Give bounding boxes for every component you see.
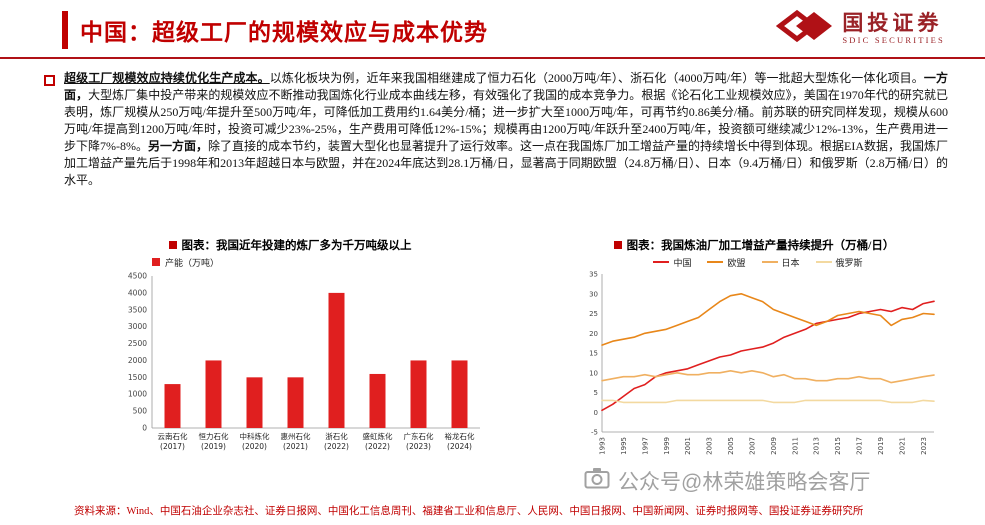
brand-name: 国投证券	[842, 10, 943, 35]
chart-title-marker-icon	[168, 241, 177, 249]
svg-text:4500: 4500	[128, 272, 147, 281]
svg-text:中科炼化: 中科炼化	[240, 431, 270, 441]
legend-item: 俄罗斯	[815, 256, 863, 269]
svg-text:2013: 2013	[813, 437, 821, 455]
legend-label: 中国	[673, 257, 692, 268]
svg-text:(2022): (2022)	[324, 442, 349, 451]
legend-label: 俄罗斯	[835, 257, 863, 268]
line-chart-title-row: 图表：我国炼油厂加工增益产量持续提升（万桶/日）	[558, 237, 950, 253]
svg-text:恒力石化: 恒力石化	[199, 431, 229, 441]
svg-text:广东石化: 广东石化	[404, 431, 434, 441]
legend-swatch	[707, 261, 724, 263]
legend-item: 日本	[761, 256, 800, 269]
line-chart-title: 图表：我国炼油厂加工增益产量持续提升（万桶/日）	[626, 240, 895, 252]
svg-text:2001: 2001	[684, 437, 692, 455]
svg-text:2003: 2003	[706, 437, 714, 455]
svg-text:1993: 1993	[599, 437, 607, 455]
page-title: 中国：超级工厂的规模效应与成本优势	[80, 20, 488, 45]
svg-text:20: 20	[589, 330, 598, 338]
bar-chart: 0 500 1000 1500 2000 2500 3000 3500 4000 4500 云南石化…	[128, 272, 480, 451]
bar-chart-title: 图表：我国近年投建的炼厂多为千万吨级以上	[181, 240, 412, 252]
title-accent-bar	[62, 11, 68, 49]
svg-text:(2021): (2021)	[283, 442, 308, 451]
bullet-square-icon	[44, 75, 55, 86]
svg-text:2500: 2500	[128, 339, 147, 348]
svg-text:(2019): (2019)	[201, 442, 226, 451]
svg-text:2011: 2011	[791, 437, 799, 455]
bar-chart-legend: 产能（万吨）	[152, 256, 488, 268]
header-divider	[0, 57, 985, 59]
svg-text:1997: 1997	[641, 437, 649, 455]
svg-text:0: 0	[142, 424, 147, 433]
svg-text:2023: 2023	[920, 437, 928, 455]
svg-text:(2020): (2020)	[242, 442, 267, 451]
svg-text:2021: 2021	[898, 437, 906, 455]
svg-text:15: 15	[589, 350, 598, 358]
svg-text:1500: 1500	[128, 373, 147, 382]
legend-item: 欧盟	[707, 256, 746, 269]
svg-text:3500: 3500	[128, 305, 147, 314]
svg-text:盛虹炼化: 盛虹炼化	[363, 431, 393, 441]
brand-logo-icon	[776, 7, 834, 50]
body-bold-1: 一方面，	[64, 71, 948, 103]
svg-text:2007: 2007	[748, 437, 756, 455]
svg-text:2017: 2017	[856, 437, 864, 455]
svg-text:2015: 2015	[834, 437, 842, 455]
svg-text:0: 0	[594, 409, 598, 417]
line-chart: -5 0 5 10 15 20 25 30 35 1993 1995 1997 1999 2001 2003…	[589, 271, 935, 455]
svg-text:(2024): (2024)	[447, 442, 472, 451]
svg-text:云南石化: 云南石化	[158, 431, 188, 441]
legend-label: 日本	[781, 257, 800, 268]
legend-swatch	[653, 261, 670, 263]
svg-text:(2022): (2022)	[365, 442, 390, 451]
watermark-text: 公众号@林荣雄策略会客厅	[618, 471, 871, 494]
brand-subtitle: SDIC SECURITIES	[842, 34, 945, 45]
body-segment-1: 以炼化板块为例，近年来我国相继建成了恒力石化（2000万吨/年）、浙石化（400…	[269, 71, 924, 85]
svg-text:4000: 4000	[128, 288, 147, 297]
legend-label: 产能（万吨）	[165, 257, 220, 268]
svg-text:3000: 3000	[128, 322, 147, 331]
svg-text:2000: 2000	[128, 356, 147, 365]
legend-item: 中国	[653, 256, 691, 269]
body-segment-2: 大型炼厂集中投产带来的规模效应不断推动我国炼化行业成本曲线左移，有效强化了我国的…	[64, 88, 948, 154]
svg-text:5: 5	[594, 389, 598, 397]
body-bold-2: 另一方面，	[148, 139, 209, 154]
bar-chart-title-row: 图表：我国近年投建的炼厂多为千万吨级以上	[90, 237, 490, 253]
svg-text:(2023): (2023)	[406, 442, 431, 451]
svg-text:10: 10	[589, 369, 598, 377]
camera-icon	[584, 467, 610, 495]
body-segment-3: 除了直接的成本节约，装置大型化也显著提升了运行效率。这一点在我国炼厂加工增益产量…	[64, 139, 949, 188]
line-chart-panel: 中国 欧盟 日本 俄罗斯 -5 0 5 10 15 20 25 30 35 1993 1995 1997 19…	[572, 256, 944, 477]
legend-swatch	[761, 261, 778, 263]
legend-swatch	[815, 261, 832, 263]
lead-sentence: 超级工厂规模效应持续优化生产成本。	[64, 71, 270, 85]
svg-text:500: 500	[133, 407, 148, 416]
svg-text:裕龙石化: 裕龙石化	[445, 431, 475, 441]
svg-text:25: 25	[589, 310, 598, 318]
brand-logo: 国投证券 SDIC SECURITIES	[776, 7, 945, 50]
svg-text:浙石化: 浙石化	[325, 431, 348, 441]
svg-text:-5: -5	[591, 429, 598, 437]
svg-text:1000: 1000	[128, 390, 147, 399]
svg-text:35: 35	[589, 271, 598, 279]
source-note: 资料来源：Wind、中国石油企业杂志社、证券日报网、中国化工信息周刊、福建省工业…	[74, 506, 864, 517]
svg-text:2009: 2009	[770, 437, 778, 455]
line-chart-legend: 中国 欧盟 日本 俄罗斯	[572, 256, 944, 268]
watermark: 公众号@林荣雄策略会客厅	[584, 466, 870, 496]
svg-text:(2017): (2017)	[160, 442, 185, 451]
body-paragraph: 超级工厂规模效应持续优化生产成本。以炼化板块为例，近年来我国相继建成了恒力石化（…	[64, 70, 948, 189]
svg-text:2005: 2005	[727, 437, 735, 455]
svg-text:惠州石化: 惠州石化	[281, 431, 311, 441]
svg-text:1995: 1995	[620, 437, 628, 455]
svg-text:1999: 1999	[663, 437, 671, 455]
bar-chart-panel: 产能（万吨） 0 500 1000 1500 2000 2500 3000 3500 4000 4…	[108, 256, 488, 473]
svg-text:30: 30	[589, 290, 598, 298]
legend-label: 欧盟	[727, 257, 746, 268]
legend-swatch	[152, 258, 160, 266]
svg-text:2019: 2019	[877, 437, 885, 455]
chart-title-marker-icon	[613, 241, 622, 249]
